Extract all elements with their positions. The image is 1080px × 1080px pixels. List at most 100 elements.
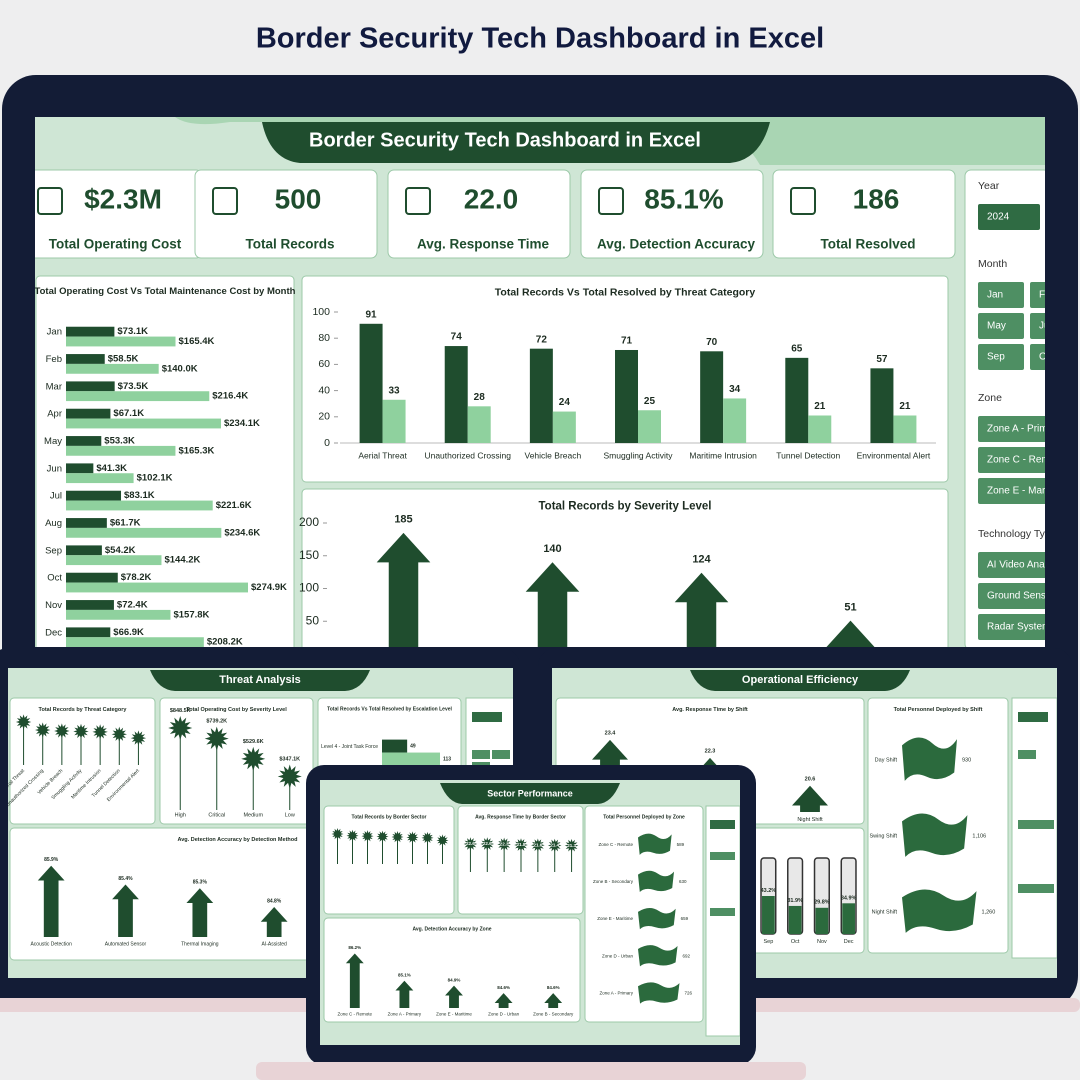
value-label: 22.6: [466, 841, 475, 846]
arrow: [260, 907, 288, 937]
value-label: 21.4: [550, 843, 559, 848]
value-label: $274.9K: [251, 582, 287, 593]
pin-head: [376, 830, 389, 843]
slicer-button: [978, 282, 1024, 308]
bar: [66, 336, 176, 347]
kpi-value: 186: [853, 183, 900, 214]
pin-head: [35, 722, 51, 738]
value-label: $67.1K: [113, 408, 144, 419]
arrow: [674, 572, 729, 647]
x-tick-label: Smuggling Activity: [604, 450, 674, 460]
slicer-button: [978, 416, 1045, 442]
mini-title: Threat Analysis: [219, 674, 301, 686]
banner: [150, 670, 370, 691]
x-tick-label: Environmental Alert: [857, 450, 931, 460]
value-label: 43.2%: [761, 888, 777, 894]
category-label: Jun: [47, 463, 62, 474]
y-tick-label: 200: [299, 515, 319, 529]
pin-head: [421, 831, 434, 844]
pin-head: [92, 724, 108, 740]
kpi-icon: [37, 187, 63, 215]
slicer-button: [710, 820, 735, 829]
y-tick-label: 50: [306, 613, 320, 627]
category-label: Mar: [46, 381, 62, 392]
slicer-option: AI Video Anal: [987, 560, 1047, 571]
bar: [66, 445, 176, 456]
value-label: $53.3K: [104, 436, 135, 447]
pin-head: [204, 726, 229, 751]
value-label: $529.6K: [243, 739, 264, 745]
value-label: 72: [536, 334, 548, 345]
value-label: 70: [706, 337, 718, 348]
chart-panel: [323, 805, 455, 915]
value-label: 24: [559, 397, 571, 408]
bar: [66, 436, 102, 446]
chart-panel: [9, 697, 156, 825]
banner: [262, 122, 770, 163]
pin-head: [547, 838, 562, 853]
pin-head: [514, 838, 528, 852]
slicer-option: Zone C - Rem: [987, 455, 1050, 466]
category-label: Zone D - Urban: [602, 953, 634, 958]
category-label: Level 4 - Joint Task Force: [321, 744, 378, 750]
x-tick-label: Zone C - Remote: [338, 1011, 373, 1016]
y-tick-label: 40: [318, 384, 330, 396]
value-label: $739.2K: [206, 719, 227, 725]
x-tick-label: Medium: [243, 812, 263, 818]
value-label: $157.8K: [173, 609, 209, 620]
flag: [638, 982, 680, 1004]
flag: [902, 737, 957, 781]
chart-panel: [323, 917, 581, 1023]
kpi-label: Total Records: [245, 237, 334, 252]
bar: [382, 399, 406, 443]
bar: [66, 555, 162, 566]
pin-head: [130, 730, 147, 746]
x-tick-label: Automated Sensor: [105, 941, 147, 947]
slicer-button: [1018, 712, 1048, 722]
slicer-option: Sep: [987, 352, 1005, 363]
value-label: 71: [621, 336, 633, 347]
value-label: 51: [844, 601, 856, 613]
arrow: [395, 980, 414, 1008]
value-label: $78.2K: [121, 572, 152, 583]
chart-title: Total Records Vs Total Resolved by Threa…: [495, 286, 756, 298]
value-label: $848.5K: [170, 708, 191, 714]
bar: [700, 351, 724, 443]
slicer-button: [978, 583, 1045, 609]
value-label: $140.0K: [162, 363, 198, 374]
x-tick-label: Low: [285, 812, 295, 818]
kpi-icon: [790, 187, 816, 215]
bar: [808, 415, 832, 443]
value-label: 28: [474, 392, 486, 403]
slicer-button: [978, 614, 1045, 640]
category-label: Zone A - Primary: [599, 991, 633, 996]
value-label: $165.4K: [179, 336, 215, 347]
slicer-button: [1030, 344, 1045, 370]
bar: [785, 357, 809, 443]
dashboard-title: Border Security Tech Dashboard in Excel: [309, 129, 701, 151]
slicer-option: O: [1039, 352, 1047, 363]
slicer-label: Zone: [978, 392, 1002, 404]
kpi-label: Total Operating Cost: [49, 237, 182, 252]
slicer-option: Zone E - Mari: [987, 486, 1048, 497]
value-label: 589: [677, 842, 685, 847]
kpi-icon: [212, 187, 238, 215]
pin-head: [391, 831, 404, 843]
arrow: [544, 993, 563, 1008]
value-label: $234.1K: [224, 418, 260, 429]
pin-head: [531, 838, 545, 852]
category-label: Sep: [45, 545, 62, 556]
arrow: [525, 562, 580, 647]
arrow: [445, 985, 463, 1008]
mini-title: Operational Efficiency: [742, 674, 859, 686]
bar: [66, 637, 204, 647]
chart-title: Total Operating Cost Vs Total Maintenanc…: [35, 286, 296, 297]
chart-title: Total Personnel Deployed by Zone: [603, 814, 685, 820]
pin-head: [73, 723, 89, 740]
value-label: 65: [791, 343, 803, 354]
slicer-label: Month: [978, 258, 1007, 270]
bar: [66, 473, 134, 484]
value-label: 630: [679, 879, 687, 884]
mini-title: Sector Performance: [487, 788, 573, 798]
